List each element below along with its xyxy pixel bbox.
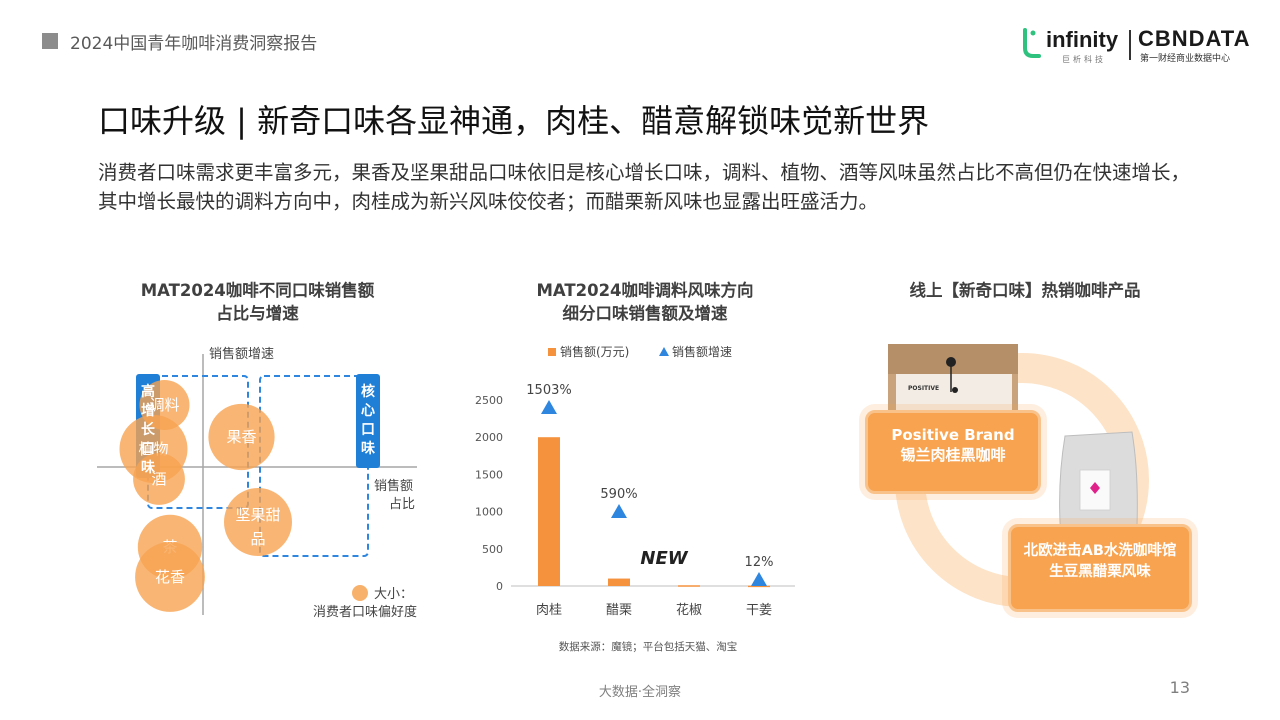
product-tag-positive-line2: 锡兰肉桂黑咖啡 [900, 446, 1006, 464]
bubble-label-6: 花香 [155, 568, 185, 586]
group-label-1: 核心口味 [361, 383, 375, 457]
slide-title: 口味升级 | 新奇口味各显神通，肉桂、醋意解锁味觉新世界 [98, 102, 930, 140]
logo-divider [1129, 30, 1131, 60]
product-tag-nordic: 北欧进击AB水洗咖啡馆 生豆黑醋栗风味 [1008, 524, 1192, 612]
bar-3 [748, 585, 770, 588]
lead-paragraph: 消费者口味需求更丰富多元，果香及坚果甜品口味依旧是核心增长口味，调料、植物、酒等… [98, 161, 1191, 213]
bar-category-label-1: 醋栗 [606, 602, 632, 618]
bar-legend-swatch-sales [548, 348, 556, 356]
cbndata-logo: CBNDATA [1138, 26, 1251, 51]
bubble-chart-title: MAT2024咖啡不同口味销售额 占比与增速 [110, 279, 405, 325]
bar-chart: 销售额(万元) 销售额增速 0 500 1000 1500 2000 2500 肉桂 150… [475, 344, 795, 653]
cbndata-logo-subtext: 第一财经商业数据中心 [1140, 54, 1231, 64]
bar-legend-swatch-growth [659, 347, 669, 356]
bubble-x-axis-label-line1: 销售额 [374, 478, 413, 494]
growth-marker-3 [751, 572, 767, 586]
bar-2 [678, 585, 700, 587]
bar-chart-source: 数据来源：魔镜；平台包括天猫、淘宝 [559, 640, 738, 653]
bubble-3 [208, 403, 275, 471]
bar-category-label-0: 肉桂 [536, 603, 562, 618]
bubble-chart-title-line1: MAT2024咖啡不同口味销售额 [140, 281, 375, 300]
bar-chart-title: MAT2024咖啡调料风味方向 细分口味销售额及增速 [500, 279, 790, 325]
bar-chart-title-line1: MAT2024咖啡调料风味方向 [536, 281, 754, 300]
bar-ytick-3: 1500 [475, 468, 503, 481]
bar-1 [608, 578, 630, 586]
bubble-legend-line2: 消费者口味偏好度 [313, 604, 417, 620]
report-title: 2024中国青年咖啡消费洞察报告 [70, 34, 318, 54]
growth-label-3: 12% [745, 555, 774, 570]
group-label-0: 高增长口味 [141, 383, 156, 476]
bar-legend-label-sales: 销售额(万元) [560, 344, 629, 359]
bubble-label-4: 坚果甜品 [235, 506, 280, 548]
product-tag-positive-brand: Positive Brand 锡兰肉桂黑咖啡 [865, 410, 1041, 494]
bubble-label-0: 调料 [149, 396, 179, 414]
bubble-label-2: 酒 [151, 470, 166, 488]
growth-marker-1 [611, 504, 627, 518]
new-badge: NEW [640, 548, 688, 569]
growth-label-1: 590% [600, 487, 637, 502]
infinity-logo-subtext: 巨析科技 [1062, 55, 1106, 64]
infinity-logo-mark-icon [1023, 28, 1041, 58]
growth-label-0: 1503% [526, 383, 571, 398]
bar-category-label-3: 干姜 [746, 603, 772, 618]
bubble-label-3: 果香 [226, 428, 256, 446]
bar-ytick-2: 1000 [475, 506, 503, 519]
bar-0 [538, 437, 560, 586]
bar-ytick-1: 500 [482, 543, 503, 556]
bar-ytick-4: 2000 [475, 431, 503, 444]
bubble-6 [135, 542, 205, 612]
bar-ytick-0: 0 [496, 580, 503, 593]
bar-category-label-2: 花椒 [676, 602, 702, 618]
bubble-2 [133, 453, 185, 505]
header-square [42, 33, 58, 49]
group-tag-core [356, 374, 380, 468]
product-tag-nordic-line1: 北欧进击AB水洗咖啡馆 [1023, 543, 1177, 559]
bubble-x-axis-label-line2: 占比 [389, 497, 415, 512]
page-number: 13 [1169, 678, 1190, 697]
bubble-y-axis-label: 销售额增速 [209, 346, 274, 362]
product-tag-positive-line1: Positive Brand [891, 426, 1015, 444]
infinity-logo-text: infinity [1046, 27, 1119, 52]
growth-marker-0 [541, 400, 557, 414]
product-box-label: POSITIVE [908, 385, 939, 392]
bubble-legend-swatch [352, 585, 368, 601]
bubble-legend-line1: 大小： [374, 587, 413, 602]
bar-chart-title-line2: 细分口味销售额及增速 [562, 304, 728, 323]
footer-slogan: 大数据·全洞察 [598, 685, 682, 700]
bar-legend-label-growth: 销售额增速 [672, 344, 732, 359]
bubble-chart-title-line2: 占比与增速 [216, 304, 299, 323]
products-title: 线上【新奇口味】热销咖啡产品 [909, 281, 1141, 300]
bar-ytick-5: 2500 [475, 394, 503, 407]
product-tag-nordic-line2: 生豆黑醋栗风味 [1049, 564, 1151, 580]
bubble-4 [224, 488, 292, 556]
